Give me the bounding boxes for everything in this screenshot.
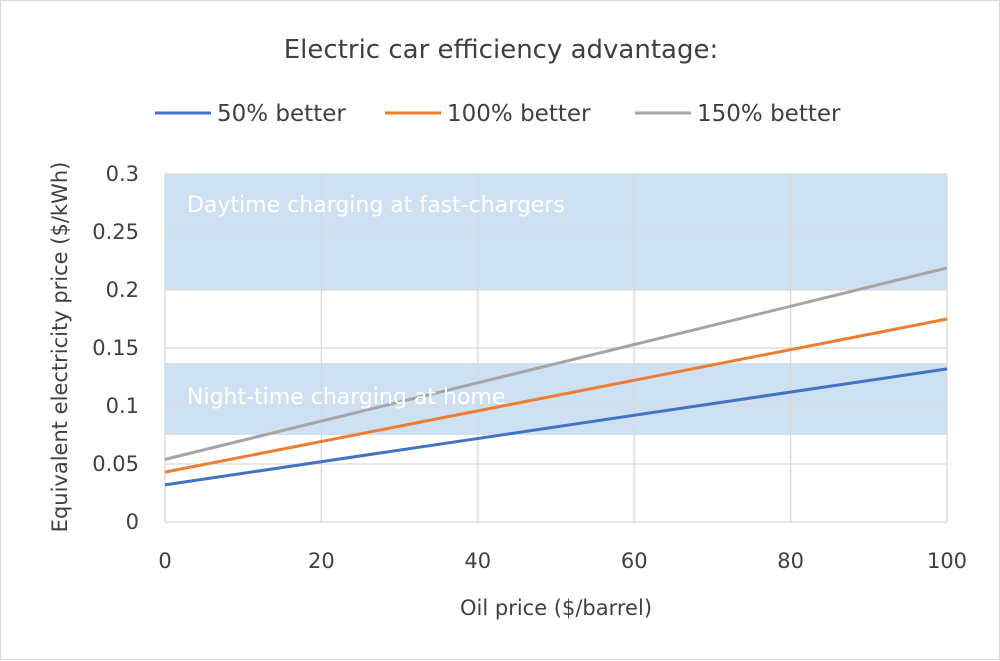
tick-layer: 0 0.05 0.1 0.15 0.2 0.25 0.3 0 20 40 60 80 100 (92, 162, 967, 573)
legend-label-3: 150% better (697, 101, 841, 127)
y-tick-label: 0.3 (106, 162, 139, 186)
y-tick-label: 0.1 (106, 394, 139, 418)
legend-label-2: 100% better (447, 101, 591, 127)
shaded-band-2 (165, 363, 947, 435)
legend: 50% better 100% better 150% better (155, 101, 841, 127)
x-tick-label: 60 (621, 549, 648, 573)
x-tick-label: 80 (777, 549, 804, 573)
y-tick-label: 0.05 (92, 452, 139, 476)
y-tick-label: 0.2 (106, 278, 139, 302)
x-tick-label: 40 (464, 549, 491, 573)
band-label-2: Night-time charging at home (187, 385, 505, 410)
series-layer (164, 266, 948, 487)
y-tick-label: 0.25 (92, 220, 139, 244)
legend-label-1: 50% better (217, 101, 346, 127)
y-axis-title: Equivalent electricity price ($/kWh) (48, 162, 72, 533)
series-line-1 (164, 367, 948, 487)
chart-title: Electric car efficiency advantage: (284, 35, 718, 65)
grid (164, 173, 948, 523)
x-axis-title: Oil price ($/barrel) (460, 596, 652, 620)
x-tick-label: 20 (308, 549, 335, 573)
series-line-2 (164, 317, 948, 474)
x-tick-label: 100 (927, 549, 967, 573)
series-line-3 (164, 266, 948, 461)
x-tick-label: 0 (158, 549, 171, 573)
y-tick-label: 0 (126, 510, 139, 534)
band-label-1: Daytime charging at fast-chargers (187, 193, 565, 218)
y-tick-label: 0.15 (92, 336, 139, 360)
band-label-layer: Daytime charging at fast-chargers Night-t… (187, 193, 565, 410)
